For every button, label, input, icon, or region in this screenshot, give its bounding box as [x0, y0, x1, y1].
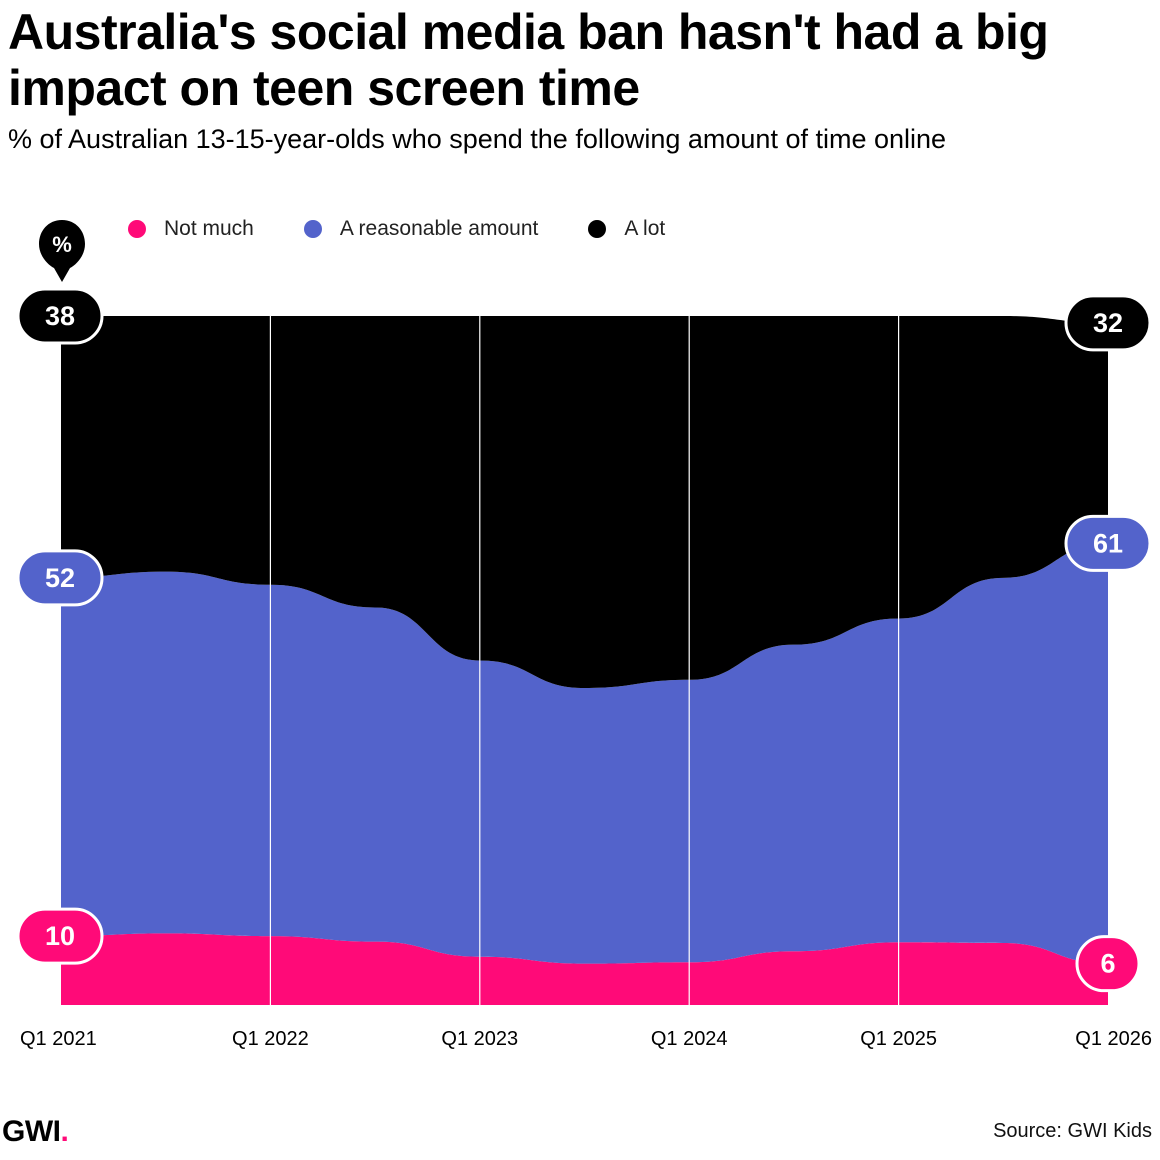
end-label-a-lot-text: 32 — [1093, 308, 1123, 338]
start-label-a-lot-pill — [16, 287, 104, 345]
x-tick-label: Q1 2023 — [441, 1028, 518, 1050]
area-not-much — [61, 933, 1108, 1005]
x-tick-label: Q1 2025 — [860, 1028, 937, 1050]
start-label-reasonable-pill — [16, 549, 104, 607]
chart-subtitle: % of Australian 13-15-year-olds who spen… — [8, 124, 947, 154]
legend-item-reasonable: A reasonable amount — [303, 217, 539, 241]
end-label-not-much: 6 — [1075, 935, 1141, 993]
start-label-not-much-pill — [16, 907, 104, 965]
gwi-logo-dot: . — [60, 1115, 69, 1148]
gwi-logo: GWI. — [2, 1115, 69, 1149]
chart-gridlines — [269, 316, 900, 1005]
start-label-a-lot: 38 — [16, 287, 104, 345]
x-tick-label: Q1 2021 — [20, 1028, 97, 1050]
legend-label-not-much: Not much — [164, 217, 254, 240]
area-reasonable — [61, 543, 1108, 964]
chart-value-labels: 38 52 10 32 61 6 — [16, 287, 1152, 993]
x-tick-label: Q1 2022 — [232, 1028, 309, 1050]
legend-label-reasonable: A reasonable amount — [339, 217, 539, 240]
end-label-reasonable-text: 61 — [1093, 528, 1123, 558]
end-label-a-lot: 32 — [1064, 294, 1152, 352]
start-label-reasonable-text: 52 — [45, 563, 75, 593]
end-label-not-much-text: 6 — [1100, 949, 1115, 979]
legend-swatch-reasonable — [303, 220, 322, 238]
end-label-not-much-pill — [1075, 935, 1141, 993]
area-a-lot — [61, 316, 1108, 689]
end-label-reasonable: 61 — [1064, 514, 1152, 572]
x-tick-label: Q1 2024 — [651, 1028, 728, 1050]
legend-swatch-a-lot — [588, 220, 607, 238]
start-label-not-much: 10 — [16, 907, 104, 965]
start-label-not-much-text: 10 — [45, 921, 75, 951]
start-label-reasonable: 52 — [16, 549, 104, 607]
unit-badge-label: % — [52, 232, 72, 257]
gwi-logo-text: GWI — [2, 1115, 61, 1148]
source-note: Source: GWI Kids — [993, 1120, 1152, 1142]
legend: Not much A reasonable amount A lot — [128, 214, 715, 244]
legend-swatch-not-much — [128, 220, 146, 238]
end-label-a-lot-pill — [1064, 294, 1152, 352]
end-label-reasonable-pill — [1064, 514, 1152, 572]
chart-areas — [61, 316, 1108, 1005]
x-axis-ticks: Q1 2021 Q1 2022 Q1 2023 Q1 2024 Q1 2025 Q1 20… — [20, 1028, 1152, 1050]
x-tick-label: Q1 2026 — [1075, 1028, 1152, 1050]
legend-item-a-lot: A lot — [588, 217, 665, 241]
start-label-a-lot-text: 38 — [45, 301, 75, 331]
unit-badge-marker — [39, 220, 85, 282]
legend-label-a-lot: A lot — [624, 217, 666, 240]
unit-badge: % — [39, 220, 85, 282]
legend-item-not-much: Not much — [128, 217, 254, 241]
stacked-area-chart: Q1 2021 Q1 2022 Q1 2023 Q1 2024 Q1 2025 Q1 20… — [16, 220, 1152, 1050]
chart-title: Australia's social media ban hasn't had … — [8, 4, 1049, 116]
